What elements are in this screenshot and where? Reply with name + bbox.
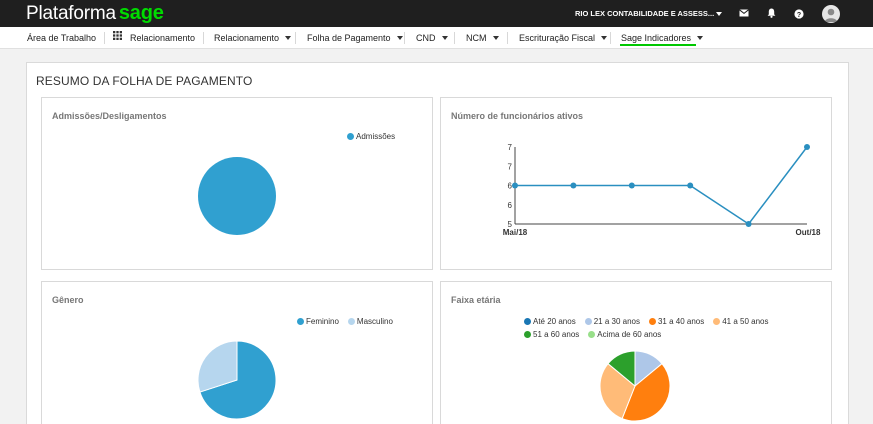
top-bar: Plataforma sage RIO LEX CONTABILIDADE E A… <box>0 0 873 27</box>
y-tick-label: 7 <box>508 143 513 152</box>
pie-slice-31-a-40-anos[interactable] <box>621 362 671 422</box>
y-tick-label: 6 <box>508 201 513 210</box>
chevron-down-icon <box>492 36 499 40</box>
nav-divider <box>404 32 405 44</box>
pie-slice-51-a-60-anos[interactable] <box>607 350 636 388</box>
legend-item[interactable]: 21 a 30 anos <box>584 317 640 326</box>
bell-icon[interactable] <box>767 8 776 18</box>
nav-escrituracao-fiscal[interactable]: Escrituração Fiscal <box>519 33 608 43</box>
chevron-down-icon[interactable] <box>716 12 722 16</box>
legend-dot <box>584 318 592 325</box>
chevron-down-icon <box>441 36 448 40</box>
data-point[interactable] <box>628 182 635 189</box>
legend-dot <box>588 331 596 338</box>
main-nav: Área de Trabalho Relacionamento Relacion… <box>0 27 873 49</box>
legend-age-row2: 51 a 60 anos Acima de 60 anos <box>524 330 670 339</box>
nav-divider <box>507 32 508 44</box>
legend-item[interactable]: Até 20 anos <box>524 317 576 326</box>
brand-accent: sage <box>118 2 164 24</box>
card-title-age: Faixa etária <box>451 295 501 305</box>
card-title-employees: Número de funcionários ativos <box>451 111 584 121</box>
legend-admissions: Admissões <box>347 132 404 141</box>
y-tick-label: 6 <box>508 182 513 191</box>
legend-item[interactable]: 31 a 40 anos <box>648 317 704 326</box>
pie-slice-41-a-50-anos[interactable] <box>599 362 636 420</box>
nav-divider <box>104 32 105 44</box>
legend-item[interactable]: 51 a 60 anos <box>524 330 579 339</box>
legend-item[interactable]: Masculino <box>347 317 393 326</box>
y-tick-label: 7 <box>508 162 513 171</box>
nav-active-indicator <box>620 44 696 46</box>
avatar[interactable] <box>822 5 840 23</box>
legend-dot <box>524 318 531 325</box>
chart-age-pie <box>599 350 671 422</box>
data-point[interactable] <box>687 182 694 189</box>
legend-dot <box>524 331 531 338</box>
apps-grid-icon[interactable] <box>113 31 122 40</box>
nav-divider <box>454 32 455 44</box>
card-employees <box>440 97 832 270</box>
chart-admissions-pie <box>198 157 276 235</box>
mail-icon[interactable] <box>739 9 749 17</box>
nav-relacionamento-grid[interactable]: Relacionamento <box>130 33 196 43</box>
data-point[interactable] <box>745 221 752 227</box>
page-title: RESUMO DA FOLHA DE PAGAMENTO <box>36 74 253 88</box>
card-title-gender: Gênero <box>52 295 84 305</box>
nav-sage-indicadores[interactable]: Sage Indicadores <box>621 33 704 43</box>
pie-slice-feminino[interactable] <box>199 340 277 420</box>
user-icon <box>824 8 838 22</box>
nav-divider <box>295 32 296 44</box>
legend-item[interactable]: Feminino <box>297 317 339 326</box>
chevron-down-icon <box>601 36 608 40</box>
legend-item[interactable]: Admissões <box>347 132 395 141</box>
series-line <box>515 146 808 226</box>
nav-cnd[interactable]: CND <box>416 33 448 43</box>
svg-text:?: ? <box>797 12 801 19</box>
nav-ncm[interactable]: NCM <box>466 33 499 43</box>
legend-dot <box>347 318 355 325</box>
legend-item[interactable]: 41 a 50 anos <box>713 317 769 326</box>
legend-item[interactable]: Acima de 60 anos <box>588 330 661 339</box>
help-icon[interactable]: ? <box>794 9 804 19</box>
card-title-admissions: Admissões/Desligamentos <box>52 111 167 121</box>
brand-name: Plataforma <box>26 3 116 24</box>
nav-divider <box>610 32 611 44</box>
data-point[interactable] <box>512 182 518 189</box>
pie-slice-masculino[interactable] <box>197 340 238 393</box>
x-tick-label: Mai/18 <box>503 228 528 237</box>
data-point[interactable] <box>570 182 577 189</box>
legend-age-row1: Até 20 anos 21 a 30 anos 31 a 40 anos 41 a … <box>524 317 778 326</box>
chevron-down-icon <box>396 36 403 40</box>
chevron-down-icon <box>285 36 292 40</box>
legend-dot <box>648 318 656 325</box>
legend-dot <box>347 133 354 140</box>
y-tick-label: 5 <box>508 220 513 229</box>
nav-relacionamento-menu[interactable]: Relacionamento <box>214 33 292 43</box>
pie-slice-admissoes[interactable] <box>198 157 276 235</box>
company-selector[interactable]: RIO LEX CONTABILIDADE E ASSESS... <box>575 9 715 18</box>
data-point[interactable] <box>804 144 810 150</box>
nav-folha-de-pagamento[interactable]: Folha de Pagamento <box>307 33 403 43</box>
brand-logo[interactable]: Plataforma sage <box>26 2 164 25</box>
x-tick-label: Out/18 <box>796 228 821 237</box>
nav-divider <box>203 32 204 44</box>
chevron-down-icon <box>697 36 704 40</box>
chart-gender-pie <box>197 340 277 420</box>
legend-dot <box>713 318 721 325</box>
legend-gender: Feminino Masculino <box>297 317 402 326</box>
legend-dot <box>297 318 304 325</box>
nav-area-de-trabalho[interactable]: Área de Trabalho <box>27 33 97 43</box>
